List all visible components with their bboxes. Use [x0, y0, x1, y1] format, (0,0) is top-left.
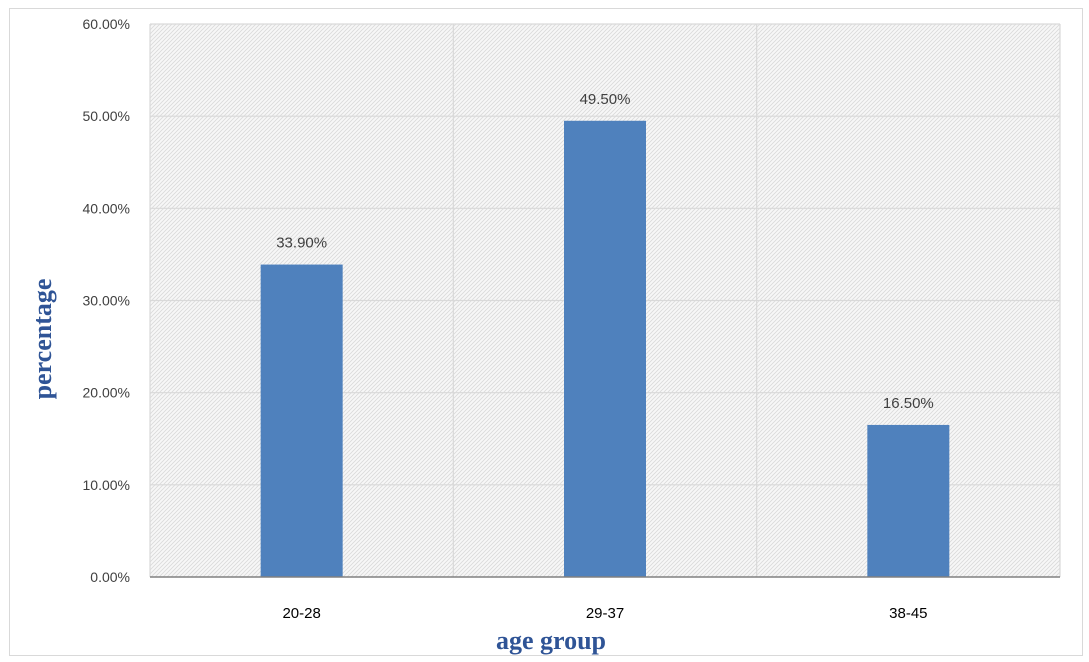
y-tick-label: 30.00% [83, 293, 130, 309]
y-tick-label: 40.00% [83, 200, 130, 216]
data-label: 49.50% [580, 91, 631, 108]
bars [260, 120, 950, 578]
x-tick-label: 20-28 [282, 605, 320, 622]
x-axis-title: age group [496, 626, 606, 655]
bar [260, 264, 343, 577]
x-tick-label: 38-45 [889, 605, 927, 622]
data-label: 33.90% [276, 235, 327, 252]
y-tick-labels: 0.00% 10.00% 20.00% 30.00% 40.00% 50.00% 60.00… [83, 16, 130, 585]
y-tick-label: 10.00% [83, 477, 130, 493]
y-tick-label: 20.00% [83, 385, 130, 401]
data-labels: 33.90% 49.50% 16.50% [276, 91, 934, 412]
y-axis-title: percentage [28, 279, 57, 400]
bar [867, 424, 950, 577]
data-label: 16.50% [883, 395, 934, 412]
x-tick-labels: 20-28 29-37 38-45 [282, 605, 927, 622]
y-tick-label: 60.00% [83, 16, 130, 32]
y-tick-label: 50.00% [83, 108, 130, 124]
bar [564, 120, 646, 578]
x-tick-label: 29-37 [586, 605, 624, 622]
y-tick-label: 0.00% [90, 569, 130, 585]
